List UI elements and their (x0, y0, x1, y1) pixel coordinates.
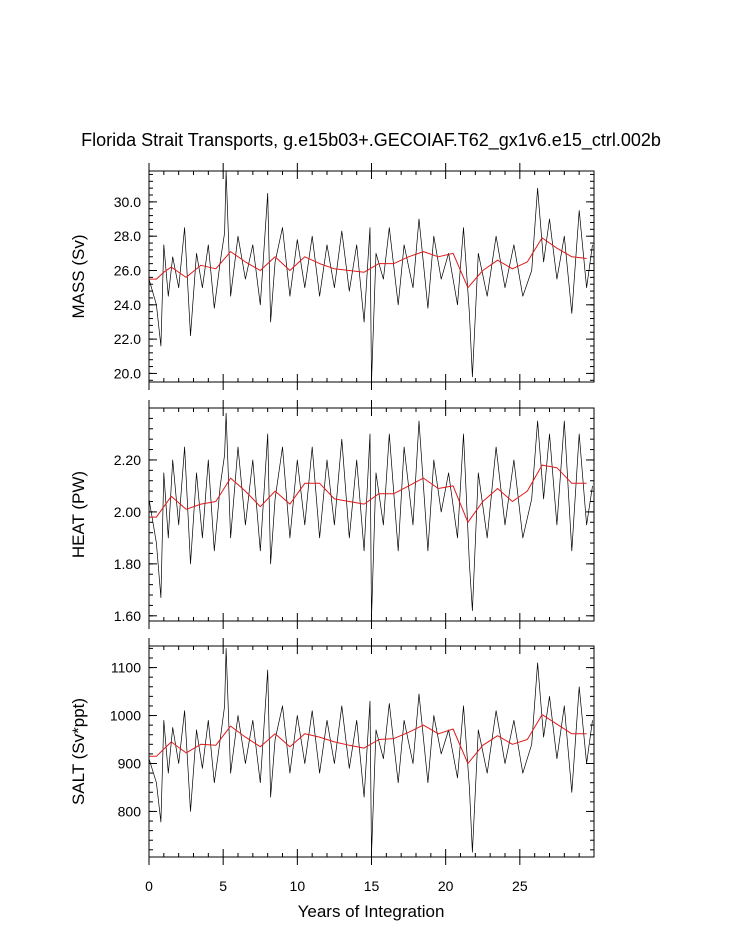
y-axis-label: HEAT (PW) (69, 471, 88, 558)
raw-series-line (149, 171, 593, 382)
smoothed-series-line (149, 714, 587, 764)
y-tick-label: 1.80 (114, 556, 141, 572)
x-tick-label: 5 (219, 878, 227, 894)
panel-2: 1.60 1.80 2.00 2.20 HEAT (PW) (69, 400, 595, 629)
y-tick-label: 24.0 (114, 297, 141, 313)
raw-series-line (149, 412, 593, 619)
smoothed-series-line (149, 237, 587, 289)
panel-3: 800 900 1000 1100 SALT (Sv*ppt) (69, 638, 595, 865)
y-tick-label: 30.0 (114, 194, 141, 210)
x-tick-label: 15 (364, 878, 380, 894)
x-axis: 0 5 10 15 20 25 (145, 878, 528, 894)
smoothed-series-line (149, 464, 587, 523)
x-axis-label: Years of Integration (298, 902, 445, 921)
y-tick-label: 1.60 (114, 608, 141, 624)
y-tick-label: 22.0 (114, 331, 141, 347)
y-tick-label: 20.0 (114, 365, 141, 381)
y-tick-label: 28.0 (114, 228, 141, 244)
panel-1: 20.0 22.0 24.0 26.0 28.0 30.0 MASS (Sv) (69, 163, 595, 390)
chart-panels: 20.0 22.0 24.0 26.0 28.0 30.0 MASS (Sv) 1.60 1.8… (69, 163, 595, 865)
y-tick-label: 26.0 (114, 262, 141, 278)
chart-title: Florida Strait Transports, g.e15b03+.GEC… (81, 130, 661, 151)
y-axis-label: MASS (Sv) (69, 234, 88, 318)
y-tick-label: 2.00 (114, 504, 141, 520)
y-tick-label: 1100 (111, 660, 141, 676)
y-tick-label: 2.20 (114, 452, 141, 468)
x-tick-label: 0 (145, 878, 153, 894)
y-tick-label: 1000 (110, 708, 141, 724)
y-tick-label: 900 (118, 755, 142, 771)
y-tick-label: 800 (118, 803, 142, 819)
x-tick-label: 10 (290, 878, 306, 894)
x-tick-label: 25 (512, 878, 528, 894)
raw-series-line (149, 648, 593, 855)
y-axis-label: SALT (Sv*ppt) (69, 698, 88, 805)
x-tick-label: 20 (438, 878, 454, 894)
